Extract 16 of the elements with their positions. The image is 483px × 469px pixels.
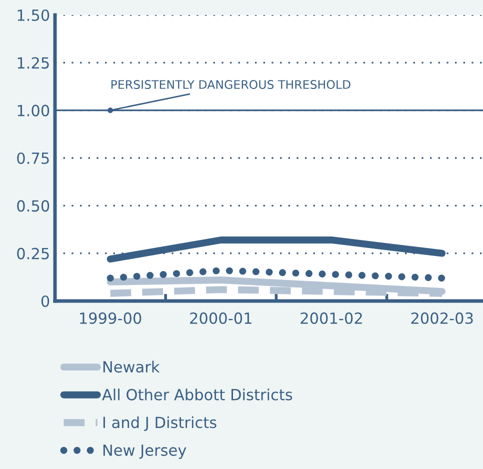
y-tick-label: 1.00 bbox=[18, 104, 50, 116]
legend-label: All Other Abbott Districts bbox=[102, 388, 292, 400]
y-tick-label: 0.50 bbox=[17, 200, 50, 212]
legend-label: New Jersey bbox=[103, 444, 186, 459]
x-tick-label: 1999-00 bbox=[80, 312, 142, 324]
y-tick-label: 1.50 bbox=[18, 9, 50, 22]
legend-label: Newark bbox=[103, 360, 160, 373]
legend-label: I and J Districts bbox=[103, 416, 216, 432]
y-tick-label: 0.75 bbox=[17, 152, 49, 164]
x-tick-label: 2001-02 bbox=[300, 312, 362, 324]
x-tick-label: 2000-01 bbox=[190, 312, 252, 324]
x-tick-label: 2002-03 bbox=[411, 312, 473, 324]
y-tick-label: 0 bbox=[41, 295, 50, 308]
ref-line-label: PERSISTENTLY DANGEROUS THRESHOLD bbox=[111, 80, 350, 89]
y-tick-label: 1.25 bbox=[18, 57, 49, 69]
y-tick-label: 0.25 bbox=[17, 248, 49, 260]
